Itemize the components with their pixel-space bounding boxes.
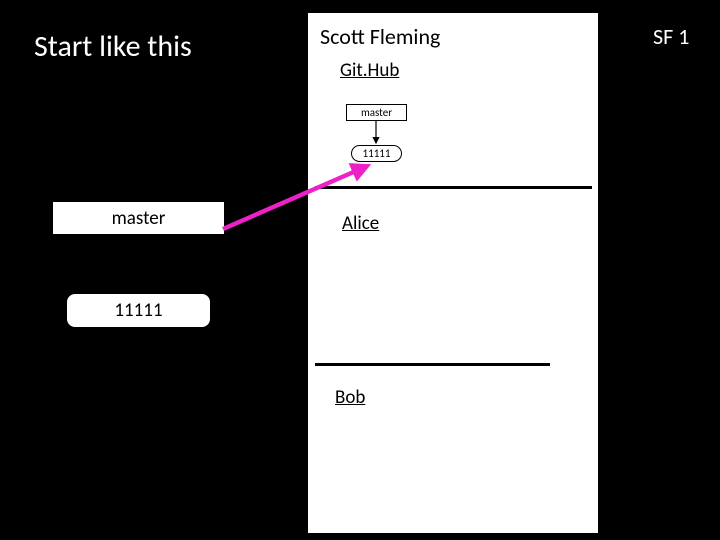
github-master-node: master — [346, 104, 407, 121]
github-commit-label: 11111 — [363, 147, 391, 160]
slide-title: Start like this — [34, 28, 192, 65]
github-master-label: master — [361, 106, 392, 119]
section-alice-label: Alice — [342, 212, 379, 235]
github-commit-node: 11111 — [351, 145, 402, 162]
author-name: Scott Fleming — [320, 23, 440, 50]
local-commit-node: 11111 — [66, 293, 211, 328]
local-commit-label: 11111 — [114, 299, 162, 322]
local-master-label: master — [112, 207, 166, 230]
section-github-label: Git.Hub — [340, 59, 399, 82]
page-background — [308, 13, 598, 533]
divider-2 — [315, 363, 550, 366]
slide-number: SF 1 — [653, 23, 689, 50]
divider-1 — [315, 186, 592, 189]
section-bob-label: Bob — [335, 386, 365, 409]
local-master-node: master — [52, 201, 225, 235]
